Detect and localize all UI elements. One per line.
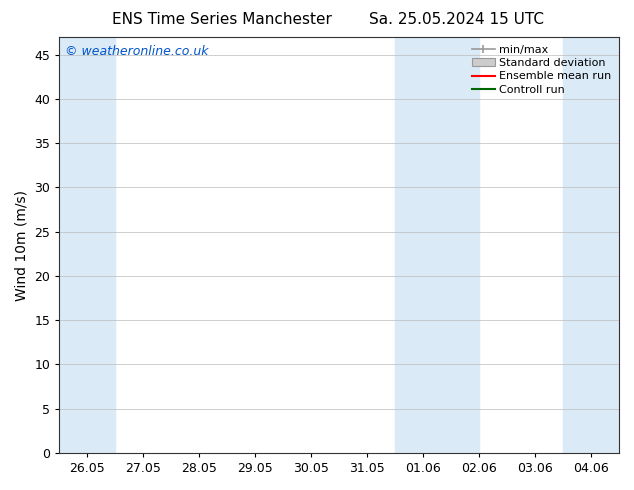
- Bar: [395, 37, 479, 453]
- Text: Sa. 25.05.2024 15 UTC: Sa. 25.05.2024 15 UTC: [369, 12, 544, 27]
- Bar: [60, 37, 115, 453]
- Text: ENS Time Series Manchester: ENS Time Series Manchester: [112, 12, 332, 27]
- Legend: min/max, Standard deviation, Ensemble mean run, Controll run: min/max, Standard deviation, Ensemble me…: [468, 40, 616, 99]
- Bar: [563, 37, 619, 453]
- Y-axis label: Wind 10m (m/s): Wind 10m (m/s): [15, 190, 29, 300]
- Text: © weatheronline.co.uk: © weatheronline.co.uk: [65, 46, 209, 58]
